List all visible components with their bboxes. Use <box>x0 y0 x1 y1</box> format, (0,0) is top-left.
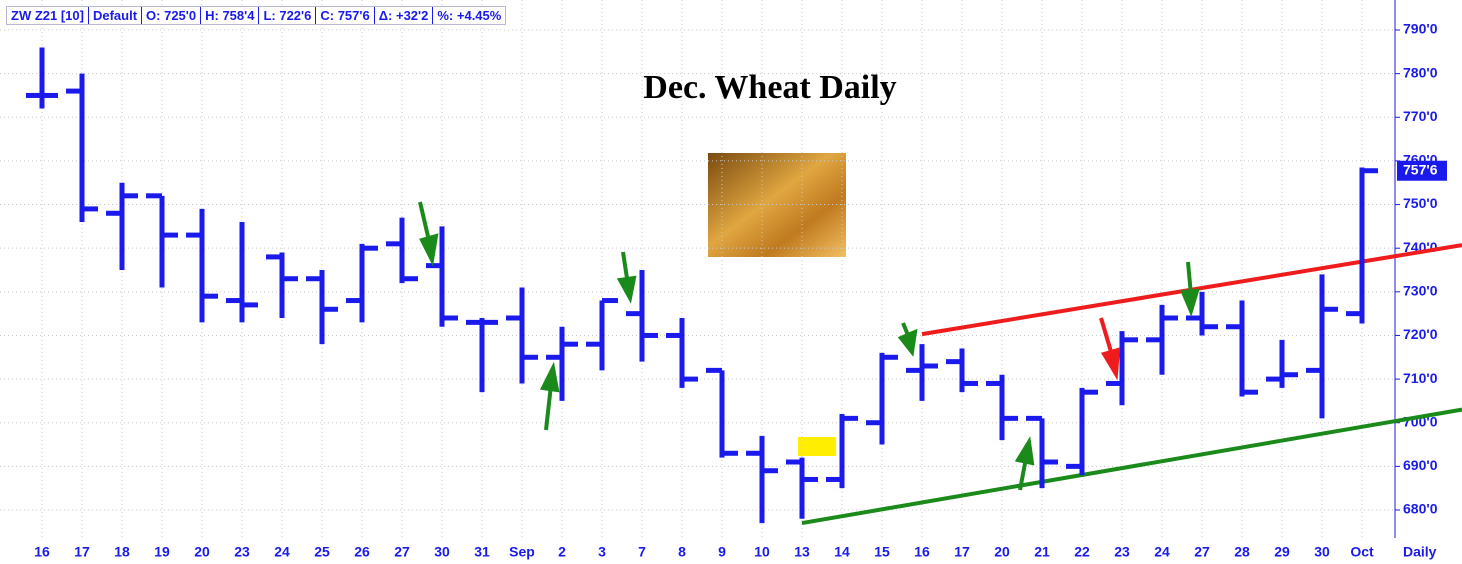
y-tick-label: 720'0 <box>1403 326 1438 342</box>
x-tick-label: 20 <box>194 544 210 560</box>
ohlc-bar <box>106 183 138 270</box>
x-tick-label: 21 <box>1034 544 1050 560</box>
chart: 680'0690'0700'0710'0720'0730'0740'0750'0… <box>0 0 1462 564</box>
header-item: C: 757'6 <box>315 7 373 24</box>
ohlc-bar <box>66 74 98 222</box>
ohlc-bar <box>746 436 778 523</box>
y-tick-label: 690'0 <box>1403 457 1438 473</box>
ohlc-bar <box>666 318 698 388</box>
ohlc-bar <box>946 349 978 393</box>
x-tick-label: 24 <box>274 544 290 560</box>
x-tick-label: 23 <box>234 544 250 560</box>
ohlc-bar <box>1266 340 1298 388</box>
x-tick-label: 20 <box>994 544 1010 560</box>
trendline <box>802 410 1462 523</box>
chart-title: Dec. Wheat Daily <box>643 69 896 106</box>
x-tick-label: 27 <box>394 544 410 560</box>
ohlc-bar <box>986 375 1018 440</box>
ohlc-bar <box>146 196 178 288</box>
x-tick-label: 13 <box>794 544 810 560</box>
ohlc-bar <box>266 253 298 318</box>
x-tick-label: 31 <box>474 544 490 560</box>
x-tick-label: 17 <box>74 544 90 560</box>
header-item: O: 725'0 <box>141 7 200 24</box>
x-tick-label: 16 <box>914 544 930 560</box>
ohlc-bar <box>1226 301 1258 397</box>
x-tick-label: 26 <box>354 544 370 560</box>
y-tick-label: 750'0 <box>1403 195 1438 211</box>
y-tick-label: 790'0 <box>1403 21 1438 37</box>
ohlc-bar <box>386 218 418 283</box>
x-tick-label: 17 <box>954 544 970 560</box>
ohlc-bar <box>466 318 498 392</box>
ohlc-bar <box>786 458 818 519</box>
highlight-box <box>798 437 836 456</box>
x-tick-label: 16 <box>34 544 50 560</box>
header-item: Δ: +32'2 <box>374 7 433 24</box>
x-tick-label: 14 <box>834 544 850 560</box>
ohlc-bar <box>1066 388 1098 475</box>
ohlc-bar <box>1146 305 1178 375</box>
ohlc-bar <box>1346 167 1378 323</box>
ohlc-bar <box>1306 274 1338 418</box>
x-tick-label: 29 <box>1274 544 1290 560</box>
x-tick-label: 8 <box>678 544 686 560</box>
x-tick-label: 7 <box>638 544 646 560</box>
chart-window: 680'0690'0700'0710'0720'0730'0740'0750'0… <box>0 0 1462 564</box>
ohlc-bar <box>26 47 58 108</box>
ohlc-bar <box>226 222 258 322</box>
x-tick-label: 19 <box>154 544 170 560</box>
x-tick-label: 18 <box>114 544 130 560</box>
x-tick-label: 22 <box>1074 544 1090 560</box>
y-tick-label: 780'0 <box>1403 64 1438 80</box>
x-tick-label: 23 <box>1114 544 1130 560</box>
y-tick-label: 680'0 <box>1403 501 1438 517</box>
x-tick-label: Sep <box>509 544 535 560</box>
ohlc-bar <box>306 270 338 344</box>
ohlc-bar <box>706 370 738 457</box>
x-tick-label: 3 <box>598 544 606 560</box>
ohlc-bar <box>506 287 538 383</box>
x-tick-label: Oct <box>1350 544 1374 560</box>
ohlc-bar <box>186 209 218 322</box>
x-tick-label: 30 <box>434 544 450 560</box>
x-tick-label: 15 <box>874 544 890 560</box>
x-tick-label: 9 <box>718 544 726 560</box>
header-item: %: +4.45% <box>432 7 505 24</box>
x-tick-label: 30 <box>1314 544 1330 560</box>
x-tick-label: 27 <box>1194 544 1210 560</box>
header-item: H: 758'4 <box>200 7 258 24</box>
x-tick-label: 10 <box>754 544 770 560</box>
y-tick-label: 710'0 <box>1403 370 1438 386</box>
last-price-label: 757'6 <box>1403 161 1438 177</box>
period-label: Daily <box>1403 544 1437 560</box>
header-item: ZW Z21 [10] <box>7 7 88 24</box>
ohlc-bar <box>866 353 898 445</box>
x-tick-label: 28 <box>1234 544 1250 560</box>
x-tick-label: 2 <box>558 544 566 560</box>
header-item: L: 722'6 <box>258 7 315 24</box>
ohlc-bar <box>346 244 378 323</box>
x-tick-label: 24 <box>1154 544 1170 560</box>
y-tick-label: 770'0 <box>1403 108 1438 124</box>
header-item: Default <box>88 7 141 24</box>
x-tick-label: 25 <box>314 544 330 560</box>
y-tick-label: 730'0 <box>1403 283 1438 299</box>
ohlc-bar <box>586 301 618 371</box>
